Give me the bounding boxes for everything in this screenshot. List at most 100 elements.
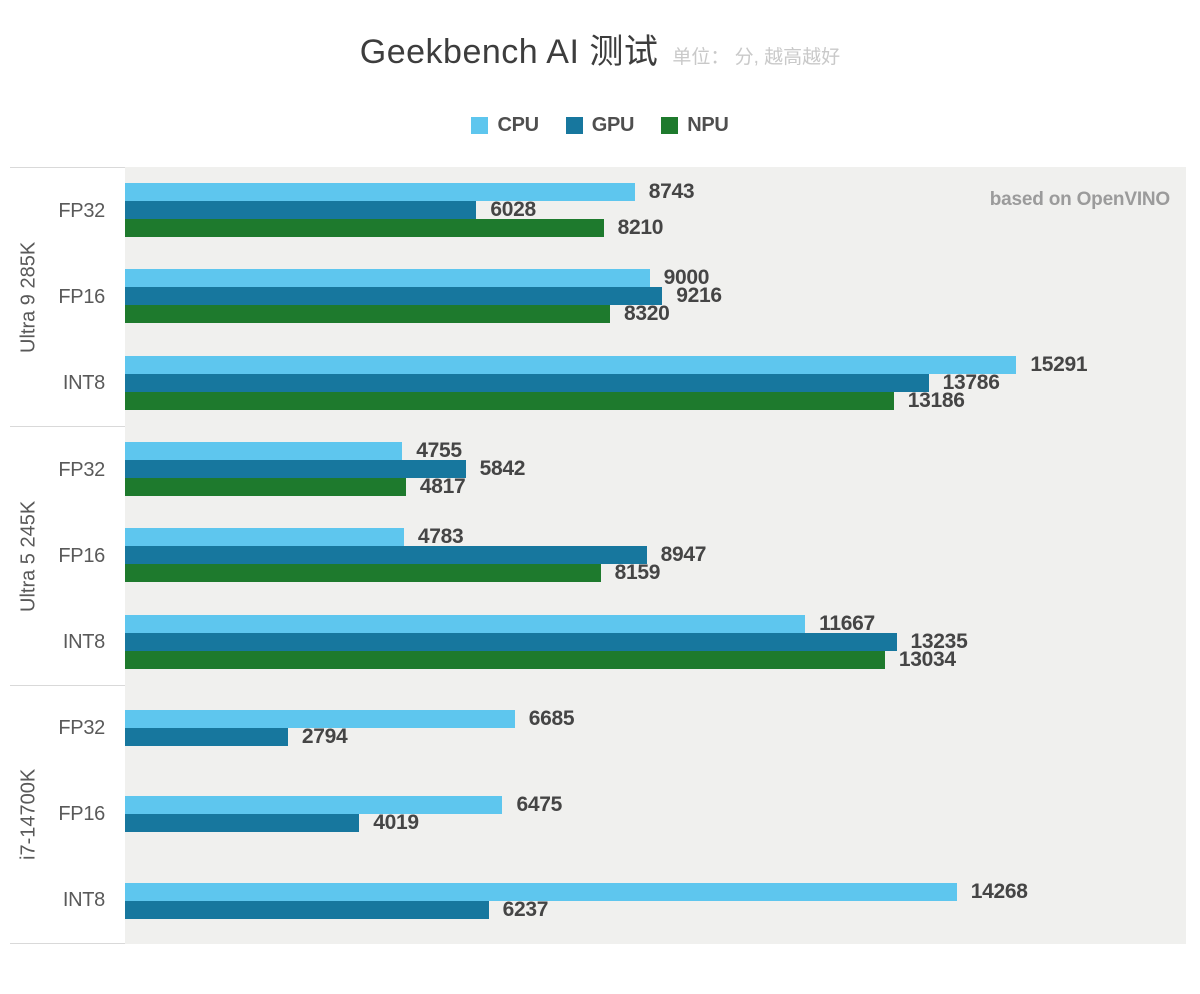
row-label: INT8 — [62, 630, 105, 653]
legend-label-cpu: CPU — [497, 113, 539, 136]
bar-value-label: 13186 — [907, 388, 965, 412]
page-subtitle: 单位： 分, 越高越好 — [672, 47, 841, 68]
gpu-bar — [125, 201, 477, 220]
gpu-bar — [125, 814, 360, 833]
row-label: FP16 — [58, 803, 105, 825]
bar-value-label: 9000 — [663, 266, 710, 290]
bar-line: 8743 — [125, 180, 1186, 204]
bar-line: 15291 — [125, 352, 1186, 376]
bar-value-label: 14268 — [970, 879, 1028, 903]
bar-value-label: 15291 — [1030, 352, 1088, 376]
bar-value-label: 2794 — [301, 725, 348, 749]
npu-bar — [125, 478, 406, 497]
bar-value-label: 6237 — [502, 897, 549, 921]
bar-value-label: 8947 — [660, 543, 707, 567]
legend-label-gpu: GPU — [591, 113, 635, 136]
bar-value-label: 6028 — [490, 198, 536, 222]
bar-line: 8947 — [125, 543, 1186, 567]
gpu-bar — [125, 728, 288, 747]
group-sidebar: i7-14700K FP32 FP16 INT8 — [10, 685, 125, 944]
bar-line: 4817 — [125, 475, 1186, 499]
cpu-bar — [125, 355, 1017, 374]
bar-value-label: 5842 — [479, 457, 526, 481]
chart-group: i7-14700K FP32 FP16 INT8 6685 2794 6475 4019 142… — [10, 685, 1186, 944]
bar-line: 13235 — [125, 629, 1186, 653]
cpu-bar — [125, 710, 515, 729]
group-sidebar: Ultra 9 285K FP32 FP16 INT8 — [10, 167, 125, 426]
legend-item-cpu: CPU — [471, 113, 539, 137]
group-label: Ultra 5 245K — [17, 500, 40, 612]
gpu-bar — [125, 546, 647, 565]
bar-line: 9216 — [125, 284, 1186, 308]
chart-group: Ultra 5 245K FP32 FP16 INT8 4755 5842 4817 4783… — [10, 426, 1186, 685]
bar-row: 15291 13786 13186 — [125, 340, 1186, 426]
npu-bar — [125, 650, 885, 669]
cpu-bar — [125, 882, 957, 901]
bar-value-label: 13034 — [898, 647, 956, 671]
bar-value-label: 6685 — [528, 707, 575, 731]
group-plot: 8743 6028 8210 9000 9216 8320 15291 13786 13186 — [125, 167, 1186, 426]
group-label: Ultra 9 285K — [17, 241, 40, 353]
chart-group: Ultra 9 285K FP32 FP16 INT8 8743 6028 8210 9000… — [10, 167, 1186, 426]
chart-annotation: based on OpenVINO — [989, 189, 1170, 210]
bar-line: 13034 — [125, 647, 1186, 671]
bar-line: 8210 — [125, 217, 1186, 238]
bar-line: 2794 — [125, 725, 1186, 749]
npu-bar — [125, 219, 604, 238]
bar-value-label: 6475 — [516, 793, 562, 817]
bar-value-label: 4755 — [416, 439, 462, 463]
bar-row: 14268 6237 — [125, 858, 1186, 944]
row-label: INT8 — [62, 888, 105, 911]
row-label: INT8 — [62, 371, 105, 394]
bar-line: 4755 — [125, 439, 1186, 463]
chart-legend: CPU GPU NPU — [0, 113, 1200, 137]
bar-line: 14268 — [125, 879, 1186, 903]
bar-line: 4783 — [125, 525, 1186, 549]
cpu-swatch-icon — [471, 116, 489, 134]
legend-item-npu: NPU — [661, 113, 729, 137]
bar-line: 4019 — [125, 811, 1186, 835]
bar-line: 6237 — [125, 897, 1186, 921]
cpu-bar — [125, 183, 635, 202]
page-title: Geekbench AI 测试 — [359, 33, 659, 71]
cpu-bar — [125, 442, 403, 461]
legend-label-npu: NPU — [687, 113, 729, 136]
page-title-row: Geekbench AI 测试 单位： 分, 越高越好 — [0, 30, 1200, 81]
bar-chart: based on OpenVINO Ultra 9 285K FP32 FP16 IN… — [10, 167, 1186, 944]
npu-bar — [125, 391, 894, 410]
row-label: FP32 — [58, 199, 105, 222]
gpu-bar — [125, 460, 466, 479]
npu-bar — [125, 564, 601, 583]
bar-row: 9000 9216 8320 — [125, 253, 1186, 339]
gpu-bar — [125, 287, 663, 306]
bar-line: 5842 — [125, 457, 1186, 481]
bar-row: 4755 5842 4817 — [125, 426, 1186, 512]
bar-row: 4783 8947 8159 — [125, 512, 1186, 598]
bar-value-label: 4817 — [419, 475, 466, 499]
bar-value-label: 11667 — [819, 611, 875, 635]
bar-line: 8159 — [125, 562, 1186, 583]
bar-value-label: 8743 — [648, 180, 695, 204]
bar-value-label: 13235 — [910, 629, 968, 653]
gpu-bar — [125, 900, 489, 919]
npu-bar — [125, 305, 611, 324]
bar-line: 6685 — [125, 707, 1186, 731]
bar-line: 13786 — [125, 372, 1186, 393]
bar-row: 8743 6028 8210 — [125, 167, 1186, 253]
bar-line: 13186 — [125, 388, 1186, 412]
bar-value-label: 4019 — [373, 811, 419, 835]
bar-row: 6475 4019 — [125, 771, 1186, 857]
bar-value-label: 4783 — [417, 525, 464, 549]
bar-row: 11667 13235 13034 — [125, 599, 1186, 685]
bar-line: 8320 — [125, 303, 1186, 324]
row-label: FP32 — [58, 458, 105, 481]
row-label: FP16 — [58, 285, 105, 308]
bar-line: 9000 — [125, 266, 1186, 290]
group-plot: 6685 2794 6475 4019 14268 6237 — [125, 685, 1186, 944]
row-label: FP16 — [58, 544, 105, 567]
legend-item-gpu: GPU — [565, 113, 635, 137]
gpu-swatch-icon — [565, 116, 583, 134]
bar-value-label: 9216 — [676, 284, 722, 308]
bar-row: 6685 2794 — [125, 685, 1186, 771]
group-sidebar: Ultra 5 245K FP32 FP16 INT8 — [10, 426, 125, 685]
